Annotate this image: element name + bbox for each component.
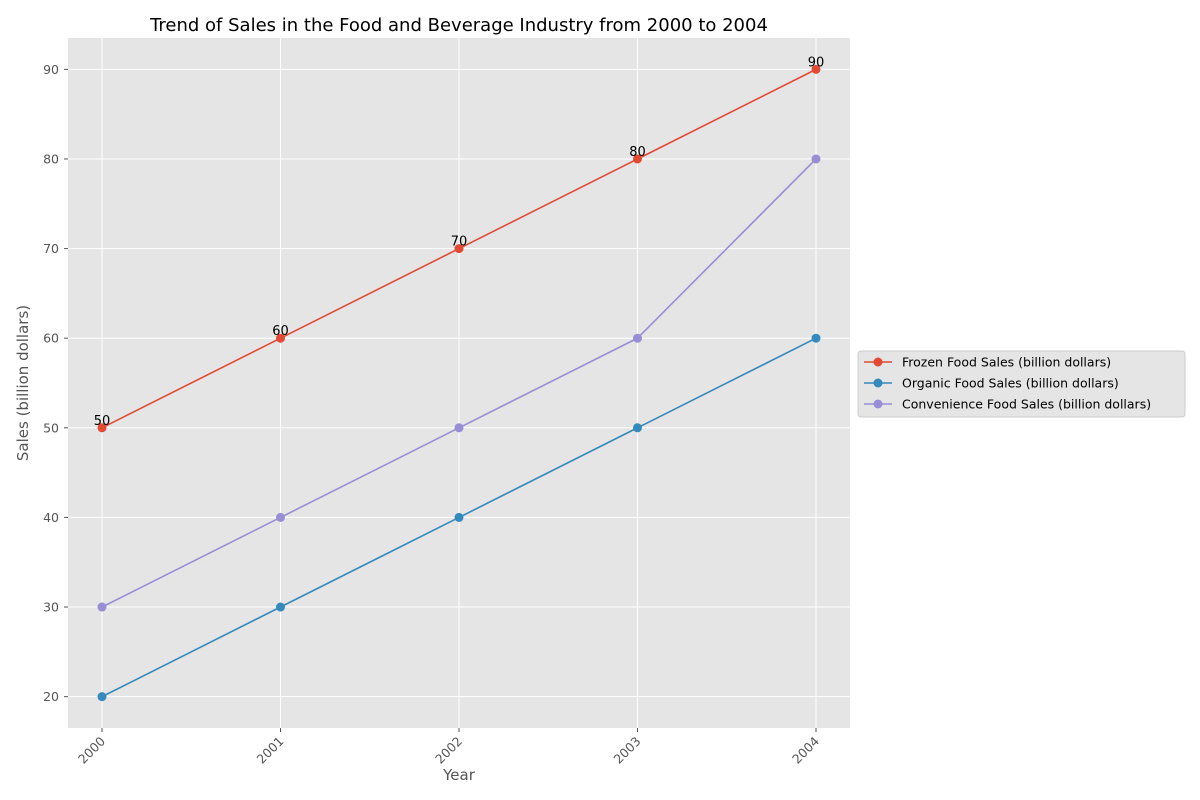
- data-point: [276, 602, 285, 612]
- legend-box: [857, 350, 1186, 418]
- data-label: 80: [629, 145, 646, 160]
- legend: Frozen Food Sales (billion dollars) Organ…: [857, 350, 1186, 418]
- data-label: 60: [272, 324, 289, 339]
- y-tick-label: 90: [43, 62, 59, 77]
- data-label: 90: [808, 55, 825, 70]
- data-point: [633, 154, 642, 164]
- y-tick-label: 70: [43, 241, 59, 256]
- legend-marker: [873, 399, 883, 409]
- y-axis-label: Sales (billion dollars): [14, 305, 32, 461]
- x-tick-label: 2001: [254, 734, 287, 767]
- chart-title: Trend of Sales in the Food and Beverage …: [149, 15, 768, 36]
- x-tick-label: 2002: [432, 734, 465, 767]
- y-axis-ticks: 20 30 40 50 60 70 80 90: [43, 62, 68, 704]
- y-tick-label: 50: [43, 420, 59, 435]
- x-tick-label: 2000: [75, 733, 108, 766]
- legend-label: Frozen Food Sales (billion dollars): [902, 355, 1111, 370]
- data-point: [97, 602, 107, 612]
- data-point: [276, 333, 285, 343]
- x-tick-label: 2004: [789, 733, 822, 766]
- data-point: [454, 512, 464, 522]
- data-point: [811, 333, 821, 343]
- data-label: 70: [451, 235, 468, 250]
- legend-item: Frozen Food Sales (billion dollars): [864, 355, 1111, 370]
- data-point: [811, 154, 821, 164]
- series-1: [97, 64, 821, 433]
- data-point: [97, 692, 107, 702]
- series-layer: [97, 64, 821, 702]
- y-tick-label: 40: [43, 510, 59, 525]
- legend-item: Convenience Food Sales (billion dollars): [864, 397, 1151, 412]
- legend-marker: [873, 357, 883, 367]
- data-point: [633, 333, 642, 343]
- x-tick-label: 2003: [611, 734, 644, 767]
- y-tick-label: 30: [43, 600, 59, 615]
- data-point: [97, 423, 107, 433]
- data-point: [276, 512, 285, 522]
- legend-label: Organic Food Sales (billion dollars): [902, 376, 1119, 391]
- y-tick-label: 60: [43, 331, 59, 346]
- data-label: 50: [94, 414, 111, 429]
- legend-marker: [873, 378, 883, 388]
- data-point: [633, 423, 642, 433]
- y-tick-label: 80: [43, 151, 59, 166]
- y-tick-label: 20: [43, 689, 59, 704]
- x-axis-label: Year: [442, 766, 476, 784]
- data-point: [454, 244, 464, 254]
- data-point: [454, 423, 464, 433]
- data-labels: 50 60 70 80 90: [94, 55, 825, 428]
- series-2: [97, 333, 821, 702]
- legend-item: Organic Food Sales (billion dollars): [864, 376, 1119, 391]
- data-point: [811, 64, 821, 74]
- x-axis-ticks: 2000 2001 2002 2003 2004: [75, 728, 822, 767]
- series-3: [97, 154, 821, 612]
- legend-label: Convenience Food Sales (billion dollars): [902, 397, 1151, 412]
